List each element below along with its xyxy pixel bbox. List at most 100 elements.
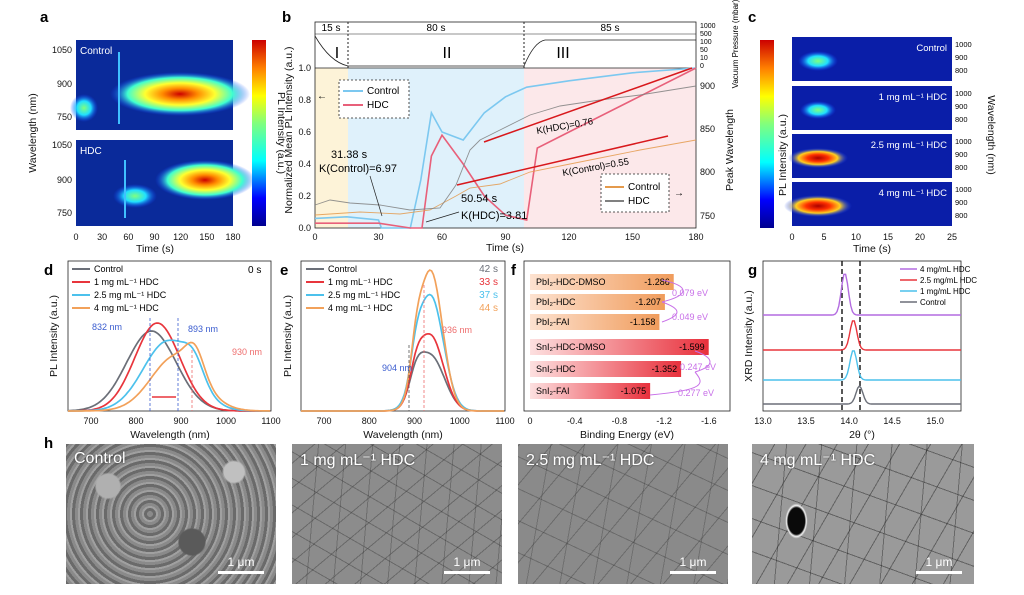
vacuum-pressure-curve	[314, 35, 696, 67]
g-legend-label: Control	[920, 298, 946, 307]
f-bar-label: PbI₂-HDC	[536, 297, 576, 307]
c-heatmap-emission	[798, 51, 838, 71]
a-xtick: 180	[225, 232, 240, 242]
panel-label-f: f	[511, 262, 517, 279]
xrd-curve	[763, 350, 961, 381]
c-colorbar	[760, 40, 774, 228]
d-annot-832: 832 nm	[92, 322, 122, 332]
sem-caption: 1 mg mL⁻¹ HDC	[300, 452, 416, 469]
f-diff-bracket	[694, 350, 711, 373]
series-hdc-peak-wavelength	[314, 85, 697, 211]
f-xtick: -0.8	[612, 416, 628, 426]
b-y2tick: 750	[700, 211, 715, 221]
c-ytick: 800	[955, 115, 968, 124]
scale-bar: 1 μm	[218, 555, 264, 574]
heatmap-control-onset	[118, 52, 120, 124]
b-ytick: 1.0	[298, 63, 311, 73]
b-xtick: 30	[373, 232, 383, 242]
legend-label: Control	[328, 264, 357, 274]
a-colorbar-label: PL Intensity (a.u.)	[275, 92, 287, 174]
b-y3label: Vacuum Pressure (mbar)	[731, 0, 740, 88]
f-diff-bracket	[661, 279, 684, 303]
c-xtick: 25	[947, 232, 957, 242]
b-legend-peak-control: Control	[628, 182, 660, 193]
f-bar-value: -1.599	[679, 342, 705, 352]
f-bar-label: SnI₂-HDC	[536, 364, 576, 374]
g-xtick: 14.0	[840, 416, 858, 426]
panel-label-c: c	[748, 9, 756, 26]
c-row-label: 4 mg mL⁻¹ HDC	[879, 188, 947, 199]
heatmap-hdc-emission	[155, 160, 255, 200]
f-bar-label: SnI₂-FAI	[536, 386, 570, 396]
e-ylabel: PL Intensity (a.u.)	[282, 295, 294, 377]
b-xtick: 0	[312, 232, 317, 242]
b-plot-frame	[314, 21, 697, 229]
g-frame	[762, 260, 962, 412]
phase-I-label: I	[335, 45, 339, 62]
a-colorbar	[252, 40, 266, 226]
a-xtick: 120	[173, 232, 188, 242]
a-ylabel: Wavelength (nm)	[27, 93, 39, 173]
d-xlabel: Wavelength (nm)	[130, 429, 210, 441]
e-frame	[300, 260, 506, 412]
c-row-label: 1 mg mL⁻¹ HDC	[879, 92, 947, 103]
b-xlabel: Time (s)	[486, 242, 524, 254]
g-xtick: 13.5	[797, 416, 815, 426]
annot-k-control: K(Control)=6.97	[319, 163, 397, 175]
xrd-curve	[763, 273, 961, 316]
d-xtick: 900	[173, 416, 188, 426]
spectrum-1	[68, 322, 271, 412]
b-y3tick: 500	[700, 31, 712, 38]
b-legend-hdc: HDC	[367, 100, 389, 111]
c-xlabel: Time (s)	[853, 243, 891, 255]
a-xlabel: Time (s)	[136, 243, 174, 255]
b-ylabel: Normalized Mean PL Intensity (a.u.)	[283, 46, 295, 213]
c-heatmap-emission	[800, 101, 836, 119]
g-xtick: 13.0	[754, 416, 772, 426]
a-xtick: 90	[149, 232, 159, 242]
e-xtick: 900	[407, 416, 422, 426]
c-ytick: 900	[955, 150, 968, 159]
f-xtick: -0.4	[567, 416, 583, 426]
a-xtick: 0	[73, 232, 78, 242]
legend-time: 37 s	[479, 290, 498, 301]
e-xlabel: Wavelength (nm)	[363, 429, 443, 441]
c-ytick: 900	[955, 198, 968, 207]
phase-II-duration: 80 s	[427, 23, 446, 34]
b-y2tick: 900	[700, 81, 715, 91]
f-bar-value: -1.158	[630, 317, 656, 327]
g-legend-label: 1 mg/mL HDC	[920, 287, 971, 296]
heatmap-label-hdc: HDC	[80, 146, 102, 157]
f-diff: 0.049 eV	[672, 312, 708, 322]
xrd-curve	[763, 384, 961, 405]
e-xtick: 1000	[450, 416, 470, 426]
sem-caption: 4 mg mL⁻¹ HDC	[760, 452, 876, 469]
heatmap-label-control: Control	[80, 46, 112, 57]
f-diff: 0.277 eV	[678, 388, 714, 398]
legend-label: 2.5 mg mL⁻¹ HDC	[328, 290, 401, 300]
f-xtick: -1.6	[701, 416, 717, 426]
c-row-label: 2.5 mg mL⁻¹ HDC	[871, 140, 947, 151]
f-diff: 0.247 eV	[680, 362, 716, 372]
scale-bar: 1 μm	[670, 555, 716, 574]
d-annot-893: 893 nm	[188, 324, 218, 334]
e-xtick: 1100	[495, 416, 514, 426]
sem-caption: 2.5 mg mL⁻¹ HDC	[526, 452, 655, 469]
d-xtick: 1000	[216, 416, 236, 426]
g-xtick: 14.5	[883, 416, 901, 426]
heatmap-hdc-mid-emission	[113, 184, 157, 208]
b-y3tick: 100	[700, 39, 712, 46]
legend-time: 44 s	[479, 303, 498, 314]
legend-label: 4 mg mL⁻¹ HDC	[94, 303, 159, 313]
b-y3tick: 1000	[700, 23, 716, 30]
c-ytick: 1000	[955, 40, 972, 49]
f-bar	[530, 274, 674, 290]
annot-t-control: 31.38 s	[331, 149, 368, 161]
b-legend-control: Control	[367, 86, 399, 97]
d-annot-930: 930 nm	[232, 347, 262, 357]
e-annot-936: 936 nm	[442, 325, 472, 335]
panel-label-b: b	[282, 9, 291, 26]
panel-label-h: h	[44, 435, 53, 452]
annot-pointer	[369, 175, 383, 217]
